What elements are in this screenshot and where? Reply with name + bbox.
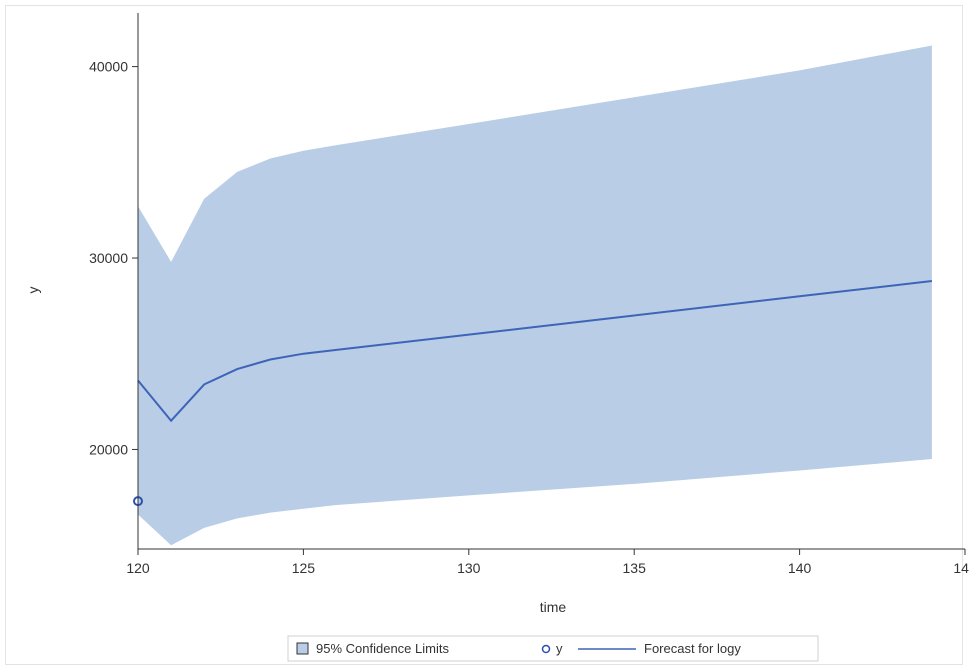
legend-confidence-label: 95% Confidence Limits <box>316 641 449 656</box>
x-tick-label: 140 <box>788 560 812 576</box>
plot-layer <box>134 46 932 546</box>
y-tick-label: 20000 <box>89 441 128 457</box>
legend-confidence-swatch <box>297 643 308 654</box>
x-tick-label: 130 <box>457 560 481 576</box>
legend: 95% Confidence Limits y Forecast for log… <box>288 636 818 661</box>
x-tick-label: 120 <box>126 560 150 576</box>
legend-forecast-label: Forecast for logy <box>644 641 741 656</box>
x-tick-label: 145 <box>953 560 969 576</box>
x-tick-label: 125 <box>292 560 316 576</box>
y-tick-label: 30000 <box>89 250 128 266</box>
x-axis-label: time <box>540 599 567 615</box>
legend-y-label: y <box>556 641 563 656</box>
y-tick-label: 40000 <box>89 59 128 75</box>
y-axis-label: y <box>25 287 41 294</box>
x-tick-label: 135 <box>623 560 647 576</box>
